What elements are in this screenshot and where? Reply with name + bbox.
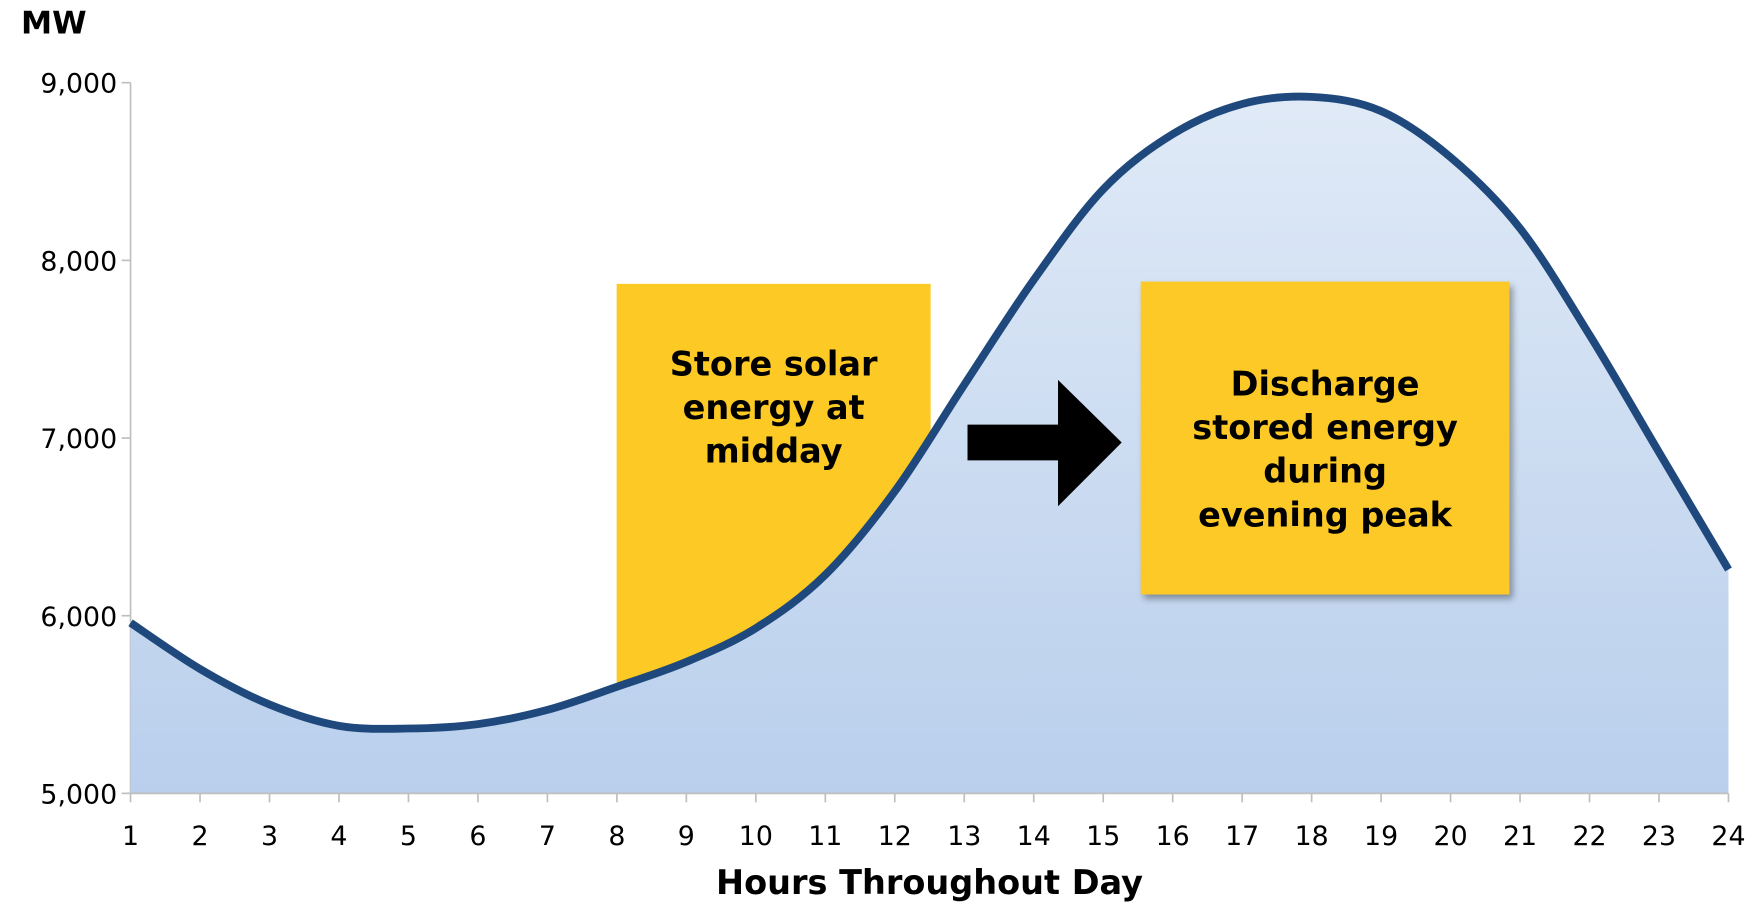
y-tick-label: 8,000	[40, 246, 117, 277]
annotation-text: Discharge	[1231, 365, 1420, 404]
x-axis-label: Hours Throughout Day	[716, 863, 1143, 902]
annotation-text: Store solar	[670, 344, 878, 383]
x-tick-label: 3	[261, 821, 278, 852]
x-tick-label: 18	[1295, 821, 1329, 852]
annotation-text: midday	[705, 432, 843, 471]
y-tick-label: 7,000	[40, 424, 117, 455]
x-tick-label: 2	[192, 821, 209, 852]
x-tick-label: 23	[1642, 821, 1676, 852]
x-tick-label: 19	[1364, 821, 1398, 852]
arrow	[967, 379, 1122, 507]
x-tick-label: 15	[1086, 821, 1120, 852]
x-tick-label: 24	[1711, 821, 1745, 852]
x-tick-label: 11	[808, 821, 842, 852]
x-tick-label: 10	[739, 821, 773, 852]
x-tick-label: 6	[469, 821, 486, 852]
annotation-text: evening peak	[1198, 495, 1453, 534]
x-tick-label: 5	[400, 821, 417, 852]
y-tick-label: 5,000	[40, 779, 117, 810]
annotation-text: stored energy	[1192, 408, 1458, 447]
x-tick-label: 16	[1156, 821, 1190, 852]
y-tick-label: 9,000	[40, 69, 117, 100]
x-tick-label: 7	[539, 821, 556, 852]
annotation-text: during	[1263, 452, 1387, 491]
x-tick-label: 13	[947, 821, 981, 852]
annotation-text: energy at	[683, 388, 865, 427]
y-axis-label: MW	[21, 6, 87, 42]
x-tick-label: 8	[608, 821, 625, 852]
x-tick-label: 12	[878, 821, 912, 852]
x-tick-label: 22	[1572, 821, 1606, 852]
x-tick-label: 9	[678, 821, 695, 852]
x-tick-label: 14	[1017, 821, 1051, 852]
x-tick-label: 20	[1434, 821, 1468, 852]
annotation-box	[1140, 281, 1510, 595]
line	[128, 92, 1732, 733]
x-tick-label: 4	[330, 821, 347, 852]
x-tick-label: 1	[122, 821, 139, 852]
x-tick-label: 21	[1503, 821, 1537, 852]
x-tick-label: 17	[1225, 821, 1259, 852]
y-tick-label: 6,000	[40, 602, 117, 633]
